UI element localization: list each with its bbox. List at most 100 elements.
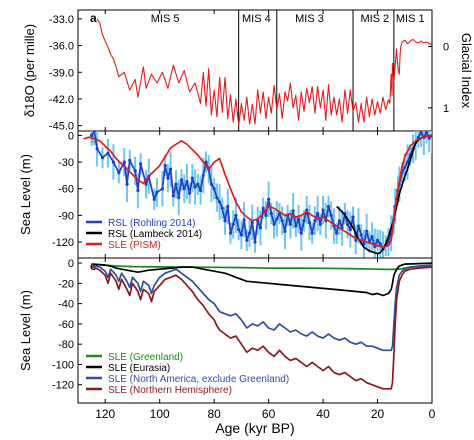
series-group bbox=[96, 18, 432, 127]
data-point bbox=[185, 180, 189, 184]
data-point bbox=[283, 229, 287, 233]
data-point bbox=[356, 224, 361, 228]
data-point bbox=[198, 188, 203, 193]
data-point bbox=[321, 208, 325, 212]
data-point bbox=[163, 164, 167, 168]
y-tick-label: -120 bbox=[52, 380, 74, 392]
data-point bbox=[280, 219, 284, 223]
x-tick-label: 120 bbox=[95, 407, 115, 421]
data-point bbox=[359, 233, 363, 237]
data-point bbox=[122, 160, 126, 164]
legend-entry: RSL (Rohling 2014) bbox=[108, 218, 195, 229]
right-y-axis-label: Glacial Index bbox=[459, 33, 474, 109]
data-point bbox=[351, 215, 355, 219]
y-tick-label: -60 bbox=[58, 184, 74, 196]
data-point bbox=[427, 136, 431, 140]
data-point bbox=[182, 187, 186, 191]
data-point bbox=[291, 209, 295, 213]
series-b-2-line bbox=[83, 134, 432, 249]
legend-entry: SLE (Eurasia) bbox=[108, 363, 170, 374]
series-group bbox=[83, 131, 432, 258]
data-point bbox=[171, 194, 175, 198]
data-point bbox=[316, 211, 320, 216]
data-point bbox=[239, 233, 243, 237]
data-point bbox=[416, 135, 420, 139]
y-axis-label: δ18O (per mille) bbox=[22, 24, 37, 117]
data-point bbox=[337, 219, 342, 223]
data-point bbox=[223, 219, 227, 223]
data-point bbox=[160, 187, 165, 191]
data-point bbox=[365, 229, 369, 233]
series-a-0-line bbox=[96, 18, 432, 127]
y-tick-label: -39.0 bbox=[49, 67, 74, 79]
data-point bbox=[100, 156, 105, 160]
data-point bbox=[179, 178, 184, 182]
right-y-tick-label: 0 bbox=[443, 41, 449, 53]
series-c-0-line bbox=[91, 263, 432, 271]
legend-entry: SLE (North America, exclude Greenland) bbox=[108, 374, 289, 385]
data-point bbox=[177, 196, 181, 200]
data-point bbox=[307, 220, 312, 225]
y-tick-label: -60 bbox=[58, 319, 74, 331]
data-point bbox=[166, 176, 170, 180]
data-point bbox=[242, 218, 246, 222]
y-tick-label: 0 bbox=[68, 258, 74, 270]
data-point bbox=[245, 238, 249, 242]
data-point bbox=[370, 235, 374, 239]
legend-entry: RSL (Lambeck 2014) bbox=[108, 229, 202, 240]
data-point bbox=[95, 147, 99, 151]
data-point bbox=[204, 160, 208, 164]
data-point bbox=[136, 188, 140, 193]
data-point bbox=[237, 227, 241, 232]
x-axis-title: Age (kyr BP) bbox=[215, 420, 294, 436]
legend-entry: SLE (Greenland) bbox=[108, 352, 183, 363]
data-point bbox=[218, 200, 222, 204]
y-tick-label: -90 bbox=[58, 210, 74, 222]
data-point bbox=[152, 197, 156, 201]
data-point bbox=[267, 197, 271, 201]
data-point bbox=[296, 217, 301, 221]
panel-a: a -33.0 -36.0 -39.0 -42.0 -45.0 δ18O (per mill… bbox=[22, 9, 474, 133]
data-point bbox=[90, 133, 94, 138]
data-point bbox=[375, 238, 380, 242]
x-tick-label: 40 bbox=[316, 407, 330, 421]
data-point bbox=[125, 182, 129, 186]
data-point bbox=[168, 167, 173, 171]
mis-label: MIS 3 bbox=[295, 13, 324, 25]
mis-label: MIS 2 bbox=[360, 13, 389, 25]
x-tick-label: 100 bbox=[150, 407, 170, 421]
data-point bbox=[403, 165, 407, 170]
data-point bbox=[250, 220, 254, 225]
data-point bbox=[272, 222, 276, 226]
data-point bbox=[139, 162, 143, 166]
data-point bbox=[174, 182, 178, 186]
data-point bbox=[220, 206, 224, 210]
y-tick-label: -80 bbox=[58, 339, 74, 351]
data-point bbox=[348, 227, 352, 232]
data-point bbox=[294, 224, 298, 228]
data-point bbox=[288, 222, 292, 226]
y-tick-label: -40 bbox=[58, 299, 74, 311]
data-point bbox=[302, 219, 306, 223]
data-point bbox=[155, 190, 159, 194]
data-point bbox=[193, 185, 197, 189]
data-point bbox=[269, 211, 273, 216]
legend-entry: SLE (PISM) bbox=[108, 240, 161, 251]
y-tick-label: -33.0 bbox=[49, 14, 74, 26]
data-point bbox=[326, 204, 331, 209]
data-point bbox=[305, 208, 309, 212]
y-axis-label: Sea Level (m) bbox=[18, 154, 33, 235]
data-point bbox=[345, 222, 350, 226]
data-point bbox=[190, 176, 194, 180]
data-point bbox=[226, 204, 230, 209]
plot-frame bbox=[77, 9, 433, 132]
data-point bbox=[212, 187, 216, 191]
y-tick-label: -42.0 bbox=[49, 94, 74, 106]
data-point bbox=[201, 173, 205, 178]
y-tick-label: -30 bbox=[58, 157, 74, 169]
panel-label: a bbox=[90, 11, 97, 25]
series-group bbox=[91, 262, 432, 390]
